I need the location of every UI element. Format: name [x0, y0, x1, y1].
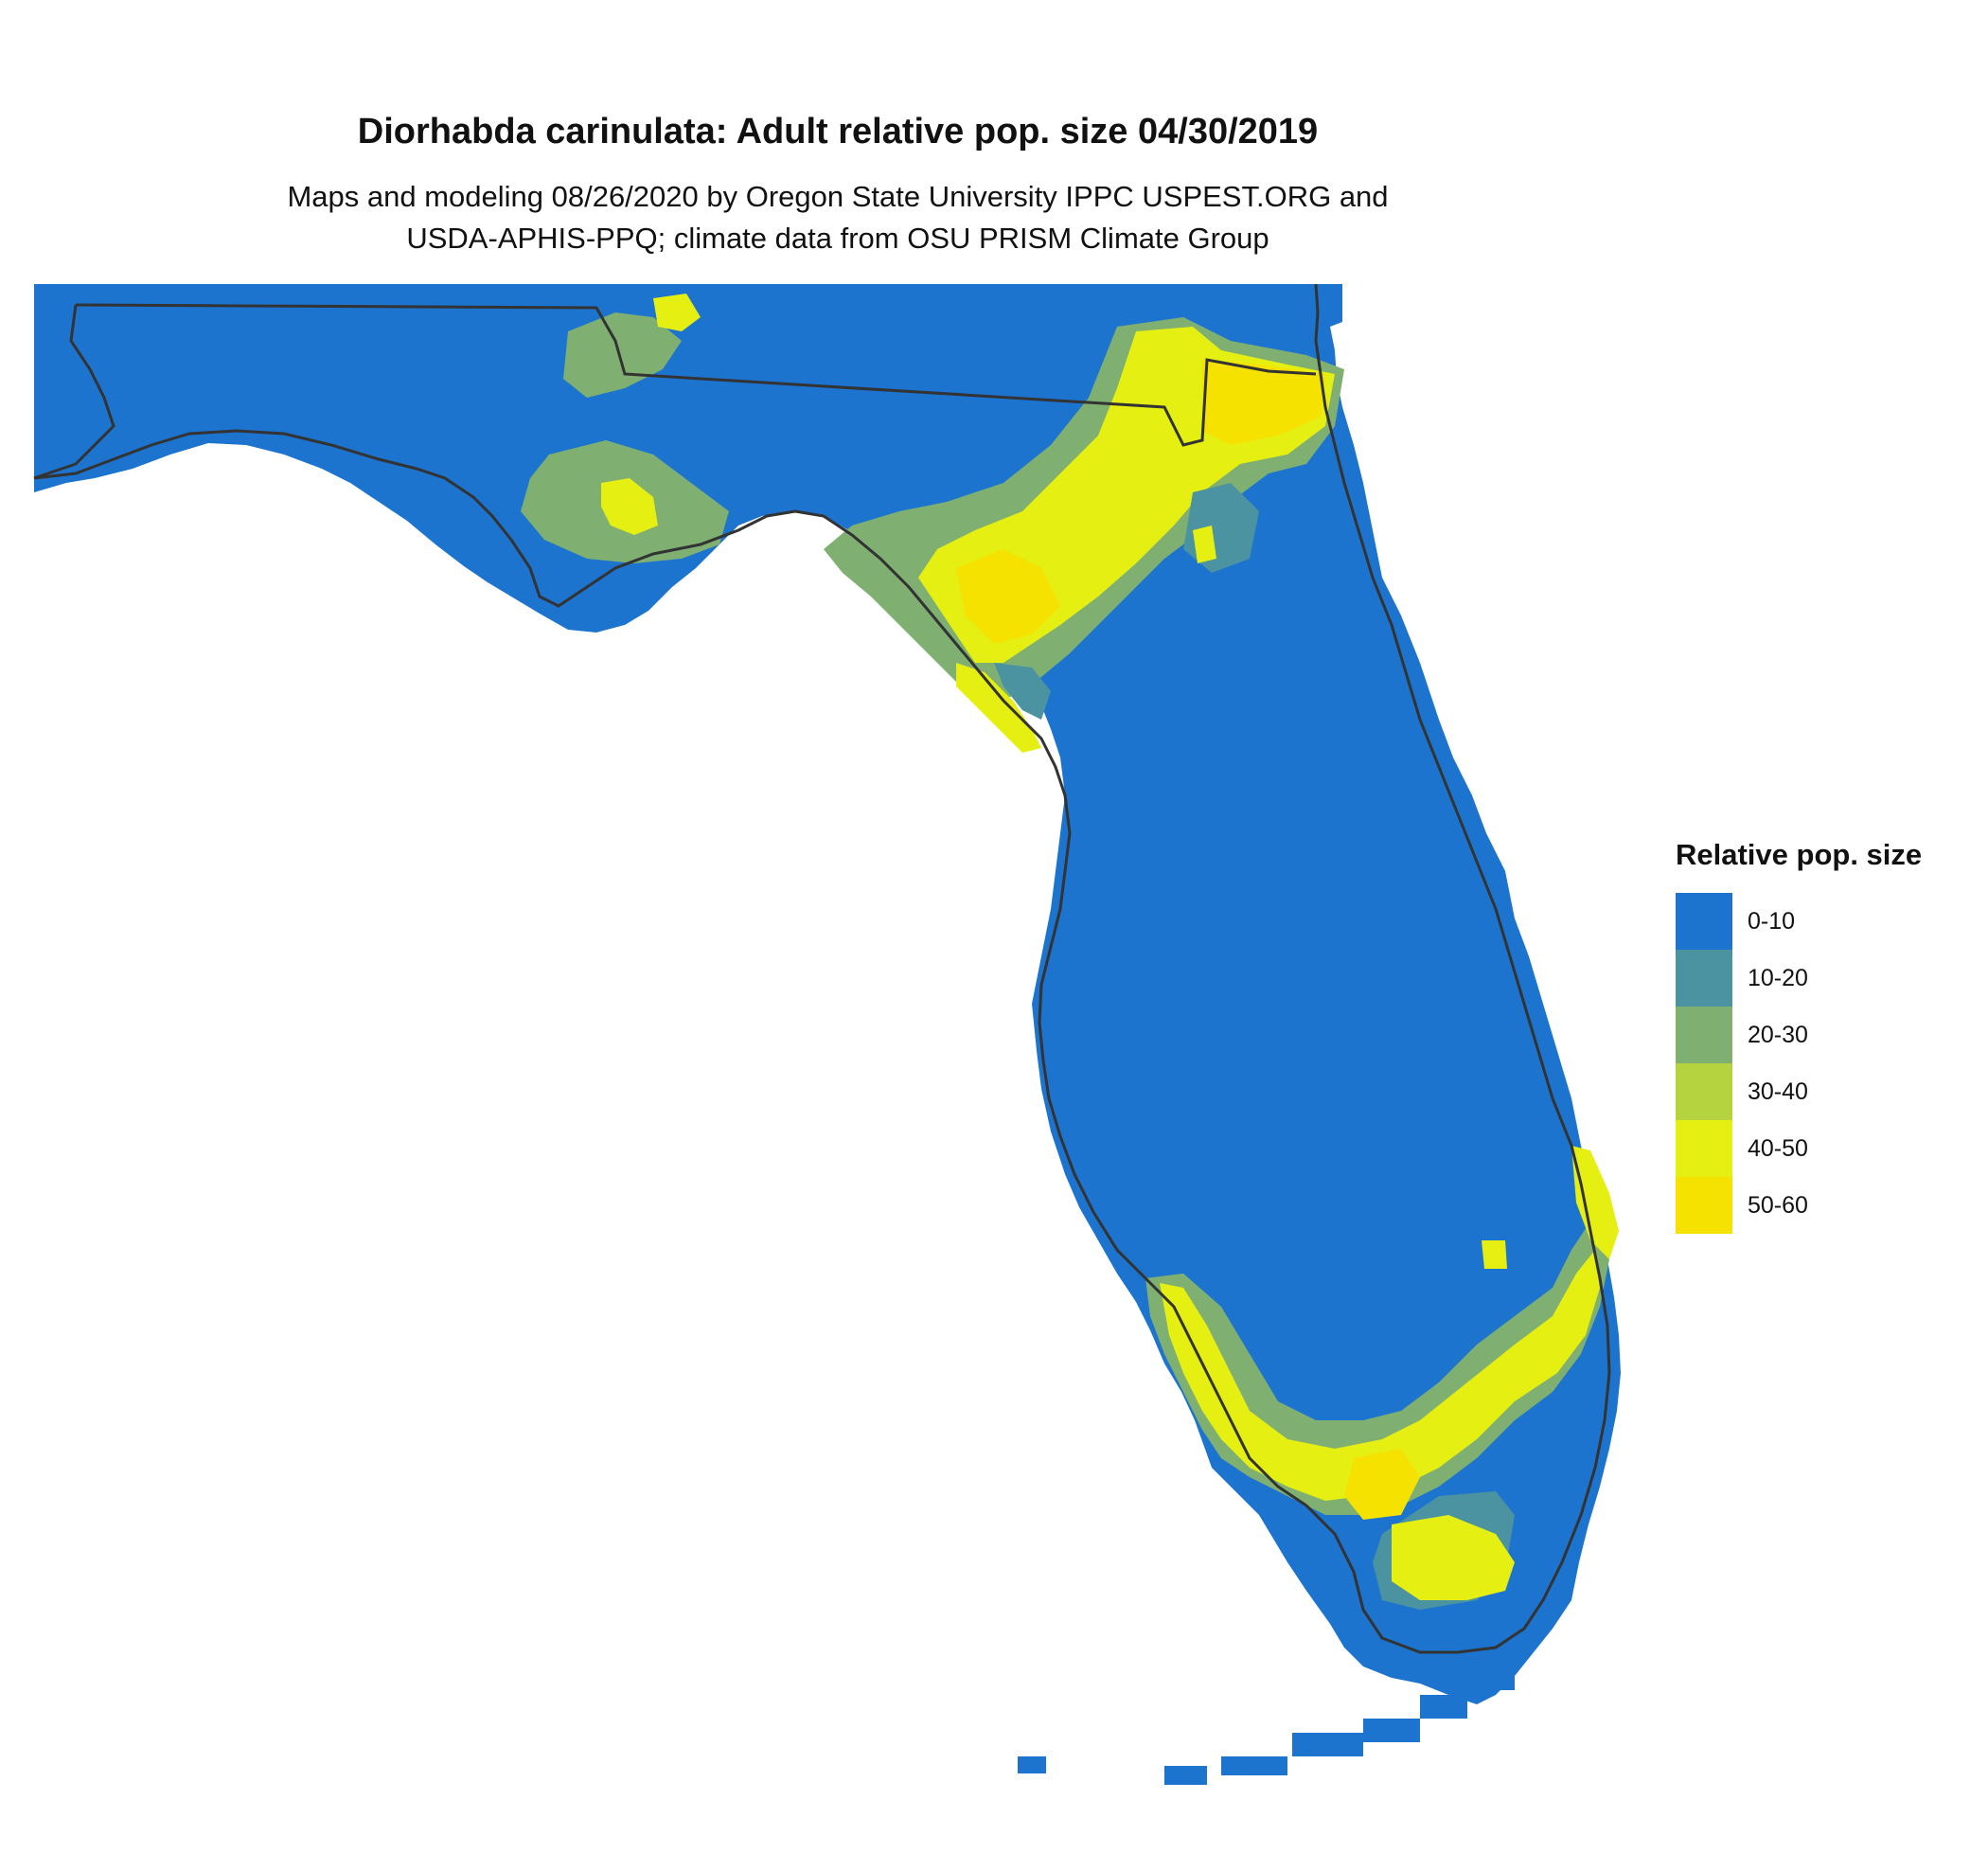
- zone-40-50-panhandle: [601, 478, 658, 535]
- legend-row-20-30: 20-30: [1676, 1007, 1922, 1063]
- legend-label: 50-60: [1748, 1191, 1808, 1219]
- zone-40-50-east-coast: [1571, 1146, 1619, 1259]
- legend-row-50-60: 50-60: [1676, 1177, 1922, 1234]
- key-4: [1420, 1695, 1467, 1719]
- zone-40-50-northeast-spot: [1193, 526, 1216, 563]
- key-6: [1018, 1756, 1046, 1773]
- legend-label: 20-30: [1748, 1021, 1808, 1048]
- florida-map: [33, 283, 1621, 1785]
- legend-swatch: [1676, 1177, 1732, 1234]
- legend-swatch: [1676, 1007, 1732, 1063]
- legend-items: 0-10 10-20 20-30 30-40 40-50 50-60: [1676, 893, 1922, 1234]
- map-subtitle: Maps and modeling 08/26/2020 by Oregon S…: [0, 176, 1676, 259]
- zone-40-50-west-coast: [956, 663, 1041, 753]
- zone-40-50-northwest: [653, 294, 701, 331]
- zone-50-60-north: [1202, 360, 1325, 445]
- zone-50-60-central: [956, 549, 1060, 644]
- zone-40-50-lake-spot: [1482, 1240, 1507, 1269]
- legend-label: 10-20: [1748, 964, 1808, 991]
- legend-row-30-40: 30-40: [1676, 1063, 1922, 1120]
- legend-label: 0-10: [1748, 907, 1796, 935]
- population-zones: [521, 294, 1619, 1610]
- map-title: Diorhabda carinulata: Adult relative pop…: [357, 112, 1319, 151]
- subtitle-line-2: USDA-APHIS-PPQ; climate data from OSU PR…: [406, 222, 1269, 255]
- key-7: [1477, 1666, 1515, 1690]
- state-boundaries: [33, 283, 1611, 1654]
- legend-swatch: [1676, 893, 1732, 950]
- florida-coastline-west: [33, 283, 1611, 1654]
- zone-50-60-southwest: [1344, 1449, 1420, 1520]
- subtitle-line-1: Maps and modeling 08/26/2020 by Oregon S…: [287, 180, 1389, 213]
- zone-10-20-west-coast: [994, 663, 1051, 720]
- key-3: [1363, 1719, 1420, 1742]
- key-1: [1221, 1756, 1287, 1775]
- legend-swatch: [1676, 1120, 1732, 1177]
- legend-label: 40-50: [1748, 1134, 1808, 1162]
- zone-20-30-northwest: [563, 312, 682, 398]
- key-5: [1164, 1766, 1207, 1785]
- key-2: [1292, 1733, 1363, 1756]
- alabama-florida-border: [33, 304, 115, 480]
- georgia-alabama-border: [75, 303, 1317, 447]
- legend-swatch: [1676, 950, 1732, 1007]
- legend-title: Relative pop. size: [1676, 838, 1923, 871]
- legend-label: 30-40: [1748, 1078, 1808, 1105]
- zone-40-50-south: [1392, 1515, 1515, 1600]
- legend-swatch: [1676, 1063, 1732, 1120]
- legend-row-10-20: 10-20: [1676, 950, 1922, 1007]
- legend-row-0-10: 0-10: [1676, 893, 1922, 950]
- legend-row-40-50: 40-50: [1676, 1120, 1922, 1177]
- zone-40-50-southwest: [1160, 1250, 1600, 1501]
- florida-keys: [1018, 1666, 1515, 1785]
- legend: Relative pop. size 0-10 10-20 20-30 30-40 40…: [1676, 838, 1922, 1234]
